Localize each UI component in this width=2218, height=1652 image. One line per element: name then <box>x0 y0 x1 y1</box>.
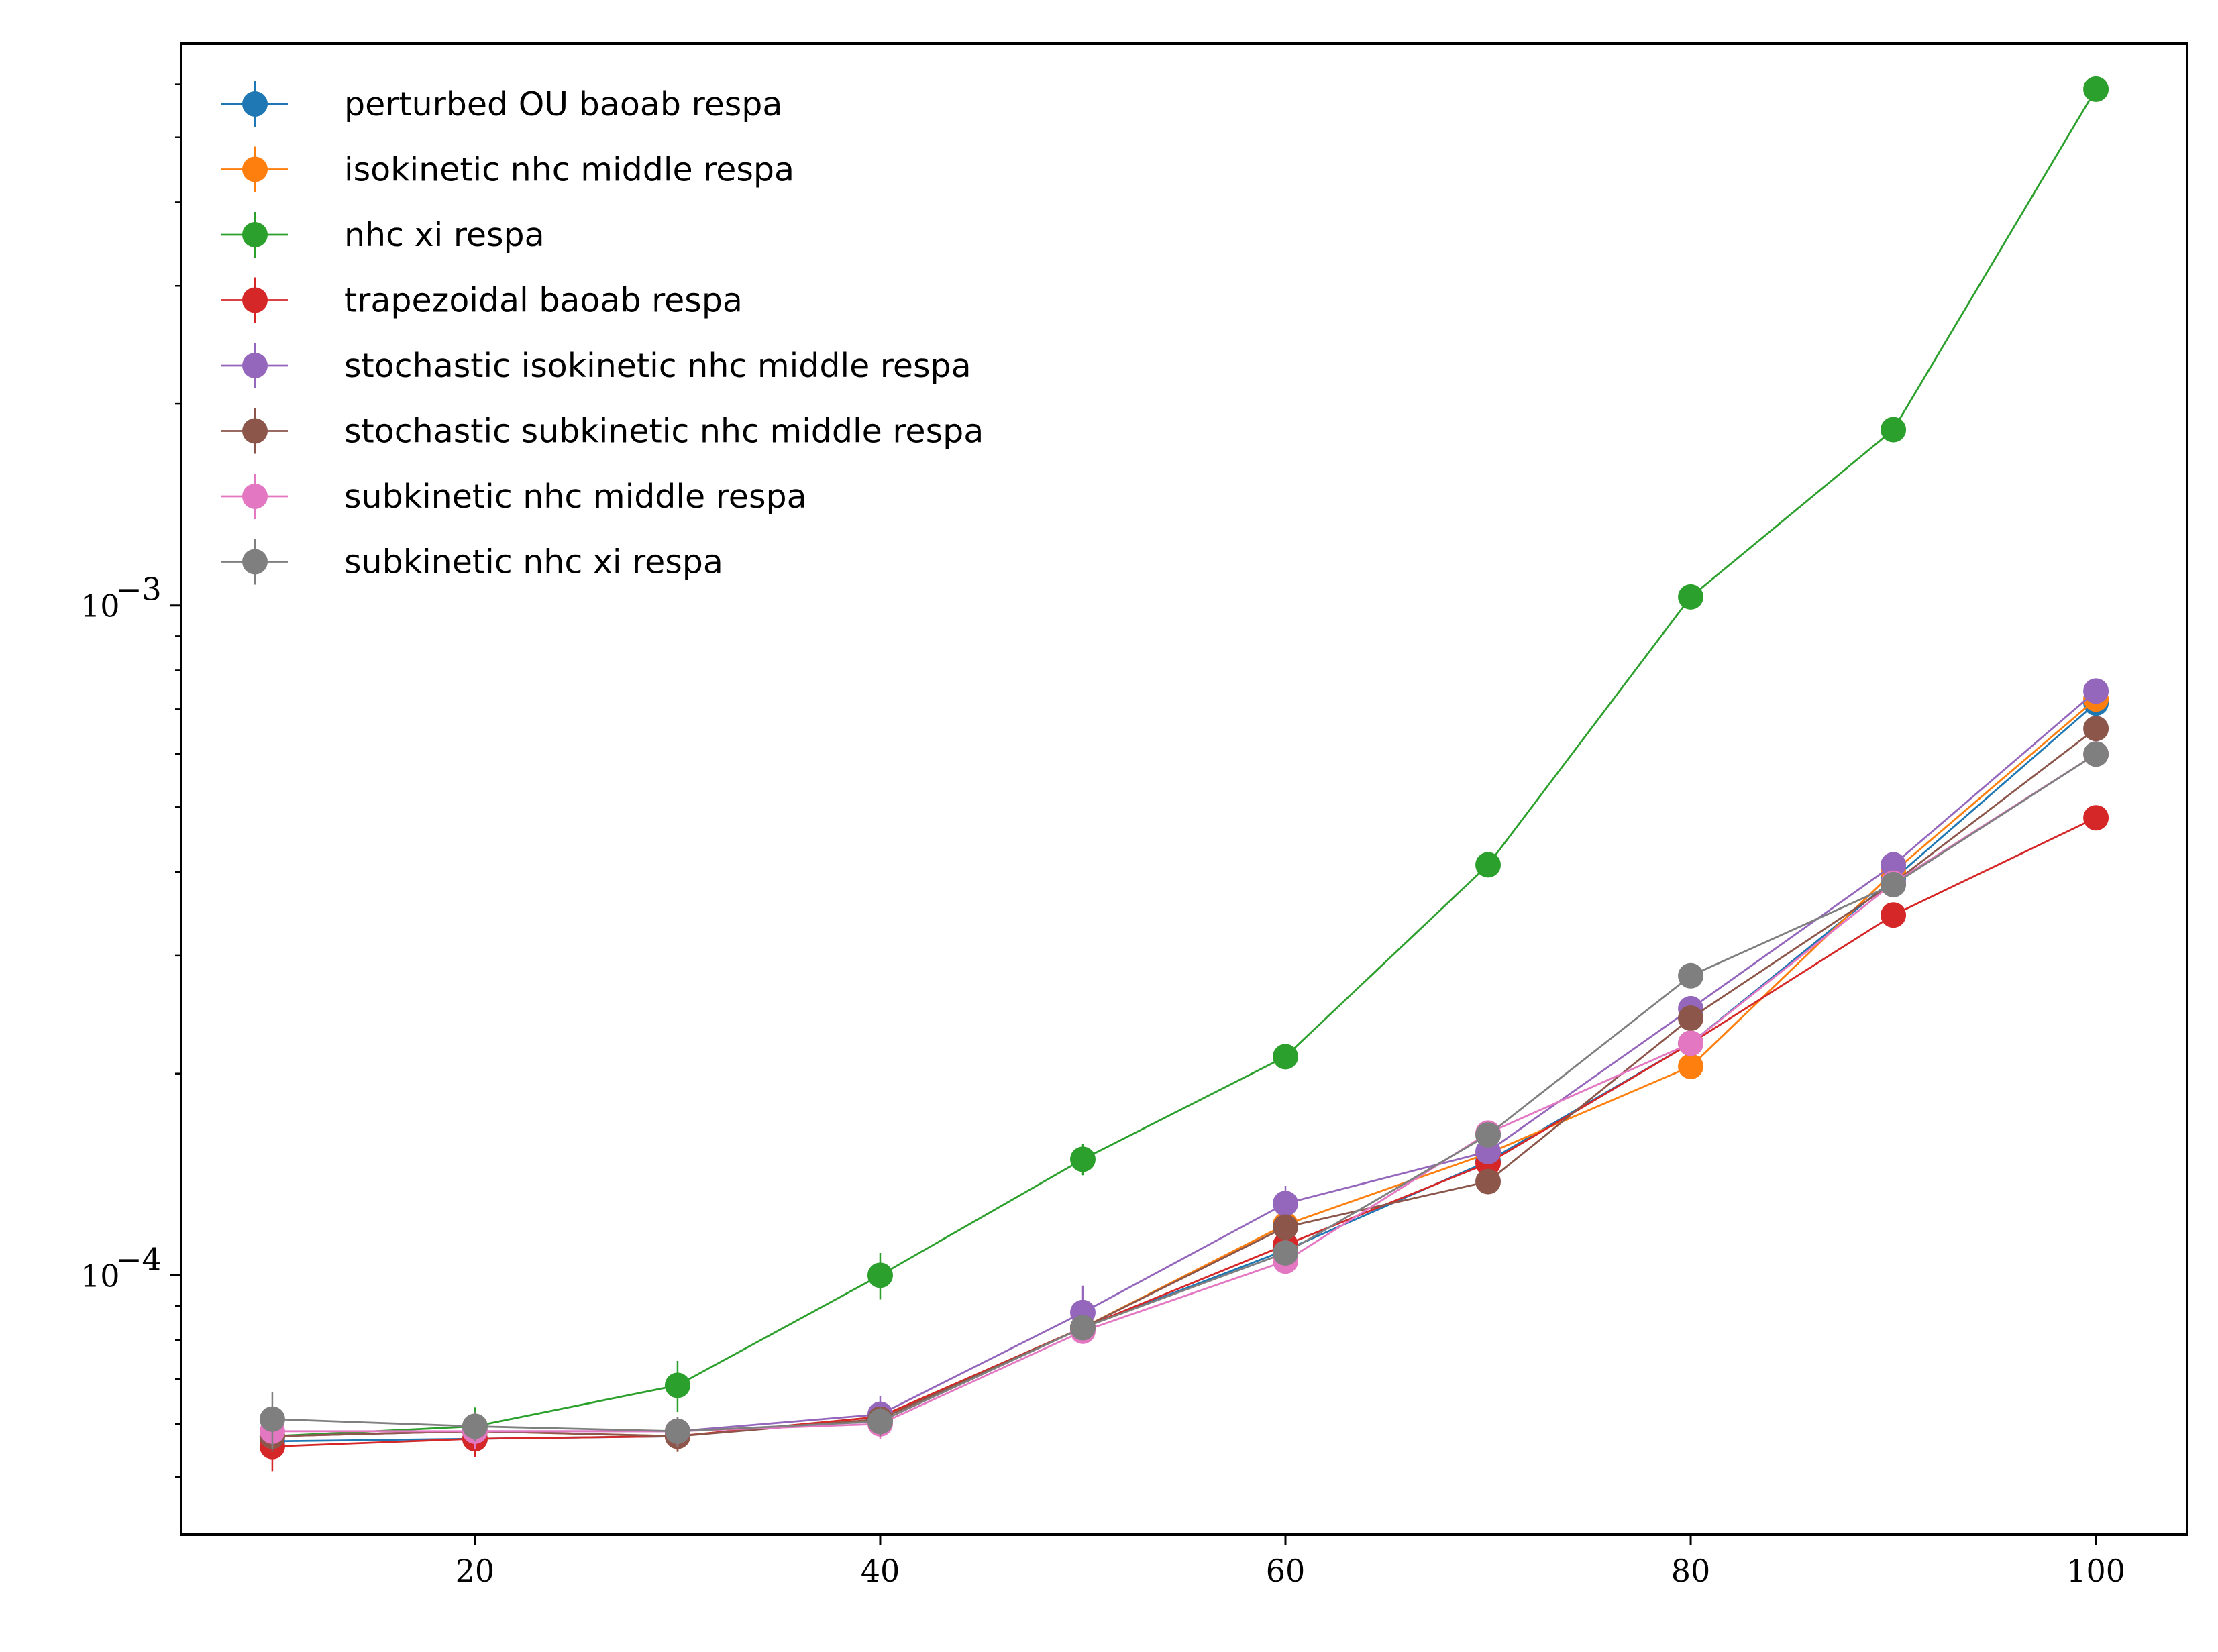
legend-label: stochastic isokinetic nhc middle respa <box>344 347 971 385</box>
data-point <box>1475 1122 1501 1148</box>
series-line <box>272 89 2097 1437</box>
data-point <box>2083 805 2109 831</box>
data-point <box>867 1262 893 1288</box>
series-line <box>272 753 2097 1433</box>
data-point <box>2083 741 2109 767</box>
legend-marker <box>242 222 268 247</box>
legend-item: subkinetic nhc xi respa <box>221 539 723 585</box>
y-tick-label-exponent: −4 <box>116 1241 162 1277</box>
data-point <box>1678 962 1704 989</box>
data-point <box>1881 852 1907 878</box>
data-point <box>1475 1168 1501 1195</box>
series-subkinetic-nhc-xi-respa <box>259 741 2109 1449</box>
data-point <box>1881 417 1907 443</box>
data-point <box>1273 1240 1299 1266</box>
x-tick-label: 20 <box>456 1553 495 1589</box>
data-point <box>1475 852 1501 878</box>
legend-item: trapezoidal baoab respa <box>221 277 743 323</box>
series-line <box>272 728 2097 1437</box>
data-point <box>664 1372 690 1398</box>
data-point <box>462 1413 488 1439</box>
legend-marker <box>242 156 268 182</box>
legend-item: perturbed OU baoab respa <box>221 81 782 127</box>
legend-label: stochastic subkinetic nhc middle respa <box>344 412 984 451</box>
legend-marker <box>242 287 268 313</box>
x-tick-label: 80 <box>1671 1553 1711 1589</box>
y-tick-label-mantissa: 10 <box>81 588 120 624</box>
x-tick-label: 100 <box>2066 1553 2125 1589</box>
data-point <box>1678 1030 1704 1056</box>
data-point <box>2083 678 2109 704</box>
legend-item: nhc xi respa <box>221 212 545 258</box>
plot-marks <box>259 76 2109 1472</box>
legend-label: perturbed OU baoab respa <box>344 85 782 123</box>
legend-item: isokinetic nhc middle respa <box>221 146 794 192</box>
legend: perturbed OU baoab respa isokinetic nhc m… <box>221 81 984 585</box>
data-point <box>867 1409 893 1435</box>
data-point <box>1881 871 1907 897</box>
data-point <box>1881 902 1907 928</box>
legend-item: subkinetic nhc middle respa <box>221 474 807 519</box>
legend-label: nhc xi respa <box>344 216 545 254</box>
legend-item: stochastic subkinetic nhc middle respa <box>221 408 984 454</box>
data-point <box>664 1418 690 1444</box>
legend-label: isokinetic nhc middle respa <box>344 151 794 189</box>
data-point <box>1273 1191 1299 1217</box>
legend-marker <box>242 549 268 575</box>
data-point <box>259 1406 285 1432</box>
x-tick-label: 40 <box>861 1553 900 1589</box>
legend-label: subkinetic nhc xi respa <box>344 543 723 582</box>
data-point <box>2083 716 2109 742</box>
series-line <box>272 753 2097 1433</box>
data-point <box>1069 1146 1096 1172</box>
legend-item: stochastic isokinetic nhc middle respa <box>221 343 971 388</box>
y-tick-label-mantissa: 10 <box>81 1258 120 1294</box>
series-line <box>272 816 2097 1448</box>
legend-label: subkinetic nhc middle respa <box>344 478 807 516</box>
legend-marker <box>242 353 268 378</box>
legend-label: trapezoidal baoab respa <box>344 282 743 320</box>
data-point <box>1678 1053 1704 1079</box>
legend-marker <box>242 484 268 509</box>
data-point <box>1273 1214 1299 1240</box>
x-tick-label: 60 <box>1266 1553 1306 1589</box>
y-tick-label-exponent: −3 <box>116 571 162 608</box>
legend-marker <box>242 418 268 444</box>
plot-frame <box>180 42 2188 1536</box>
data-point <box>1273 1044 1299 1070</box>
data-point <box>2083 76 2109 102</box>
data-point <box>1069 1315 1096 1341</box>
legend-marker <box>242 91 268 117</box>
data-point <box>1678 1005 1704 1032</box>
data-point <box>1678 584 1704 610</box>
